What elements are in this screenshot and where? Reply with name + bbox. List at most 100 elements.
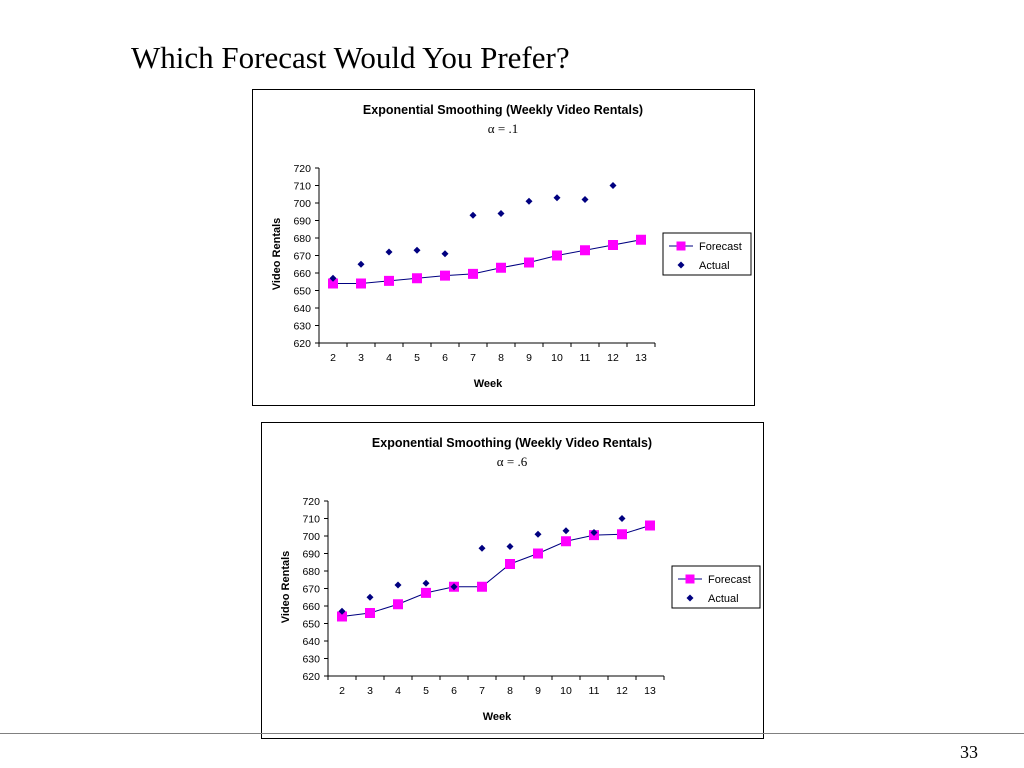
forecast-line [341, 525, 651, 617]
footer-divider [0, 733, 1024, 734]
chart-alpha-0.6: Exponential Smoothing (Weekly Video Rent… [261, 422, 764, 739]
actual-point [618, 515, 626, 522]
legend-forecast-swatch [685, 574, 695, 584]
slide-title: Which Forecast Would You Prefer? [131, 40, 570, 75]
legend-label: Forecast [699, 241, 742, 253]
y-tick-label: 670 [293, 251, 311, 263]
chart-subtitle: α = .6 [497, 454, 528, 469]
forecast-point [477, 581, 487, 592]
legend-forecast-swatch [676, 241, 686, 251]
forecast-line [333, 239, 642, 284]
x-tick-label: 10 [551, 352, 563, 364]
y-tick-label: 700 [302, 531, 320, 543]
actual-point [478, 544, 486, 552]
y-tick-label: 680 [293, 233, 311, 245]
chart-svg: Exponential Smoothing (Weekly Video Rent… [271, 103, 752, 390]
forecast-point [412, 273, 422, 284]
legend-frame [662, 232, 752, 276]
legend-actual-swatch [677, 261, 685, 269]
y-tick-label: 640 [302, 636, 320, 648]
y-tick-label: 650 [302, 619, 320, 631]
y-tick-label: 720 [293, 163, 311, 175]
y-tick-label: 680 [302, 566, 320, 578]
chart-alpha-0.1: Exponential Smoothing (Weekly Video Rent… [252, 89, 755, 406]
actual-point [497, 210, 505, 217]
y-tick-label: 660 [293, 268, 311, 280]
y-tick-label: 640 [293, 303, 311, 315]
actual-point [394, 581, 402, 589]
legend-label: Actual [699, 260, 730, 272]
forecast-point [384, 275, 394, 286]
forecast-point [524, 257, 534, 268]
x-tick-label: 8 [507, 685, 513, 697]
y-axis-label: Video Rentals [280, 551, 292, 624]
x-tick-label: 5 [414, 352, 420, 364]
x-tick-label: 5 [423, 685, 429, 697]
forecast-point [561, 536, 571, 547]
actual-point [422, 579, 430, 587]
legend-label: Forecast [708, 574, 751, 586]
actual-point [581, 196, 589, 203]
y-tick-label: 650 [293, 286, 311, 298]
forecast-point [365, 608, 375, 618]
actual-point [469, 211, 477, 219]
x-tick-label: 3 [358, 352, 364, 364]
x-tick-label: 7 [479, 685, 485, 697]
forecast-point [505, 559, 515, 569]
actual-point [506, 543, 514, 550]
x-tick-label: 10 [560, 685, 572, 697]
y-axis-label: Video Rentals [271, 218, 283, 291]
legend-actual-swatch [686, 594, 694, 602]
legend: Forecast Actual [671, 565, 761, 609]
y-tick-label: 710 [302, 514, 320, 526]
actual-point [553, 194, 561, 202]
x-tick-label: 8 [498, 352, 504, 364]
x-tick-label: 3 [367, 685, 373, 697]
y-tick-label: 630 [293, 321, 311, 333]
y-tick-label: 720 [302, 496, 320, 508]
x-tick-label: 11 [580, 352, 591, 364]
legend-label: Actual [708, 593, 739, 605]
x-tick-label: 13 [644, 685, 656, 697]
actual-point [562, 527, 570, 535]
actual-point [534, 530, 542, 538]
actual-point [366, 593, 374, 601]
forecast-point [552, 250, 562, 261]
x-axis-label: Week [483, 711, 512, 723]
forecast-point [617, 529, 627, 540]
forecast-point [440, 270, 450, 281]
actual-point [450, 583, 458, 591]
chart-title: Exponential Smoothing (Weekly Video Rent… [372, 436, 652, 450]
x-tick-label: 12 [616, 685, 628, 697]
x-tick-label: 9 [535, 685, 541, 697]
chart-svg: Exponential Smoothing (Weekly Video Rent… [280, 436, 761, 723]
actual-point [357, 260, 365, 268]
actual-point [590, 529, 598, 536]
plot-area: 620 630 640 650 660 670 680 690 700 710 720 2 3 4 5 6 7 8… [293, 163, 656, 364]
y-tick-label: 690 [302, 549, 320, 561]
y-tick-label: 690 [293, 216, 311, 228]
y-tick-label: 670 [302, 584, 320, 596]
page-number: 33 [960, 742, 978, 762]
forecast-point [645, 520, 655, 531]
x-tick-label: 2 [339, 685, 345, 697]
x-tick-label: 11 [589, 685, 600, 697]
legend-frame [671, 565, 761, 609]
actual-point [385, 248, 393, 256]
y-tick-label: 620 [293, 338, 311, 350]
forecast-point [580, 245, 590, 256]
forecast-point [533, 548, 543, 559]
forecast-point [608, 240, 618, 250]
forecast-point [468, 268, 478, 279]
forecast-point [421, 587, 431, 598]
y-tick-label: 660 [302, 601, 320, 613]
actual-point [441, 250, 449, 258]
actual-point [338, 607, 346, 615]
plot-area: 620 630 640 650 660 670 680 690 700 710 720 2 3 4 5 6 7 8… [302, 496, 665, 697]
forecast-point [356, 278, 366, 289]
actual-point [609, 182, 617, 189]
x-tick-label: 6 [442, 352, 448, 364]
x-tick-label: 9 [526, 352, 532, 364]
forecast-point [496, 262, 506, 273]
x-tick-label: 2 [330, 352, 336, 364]
